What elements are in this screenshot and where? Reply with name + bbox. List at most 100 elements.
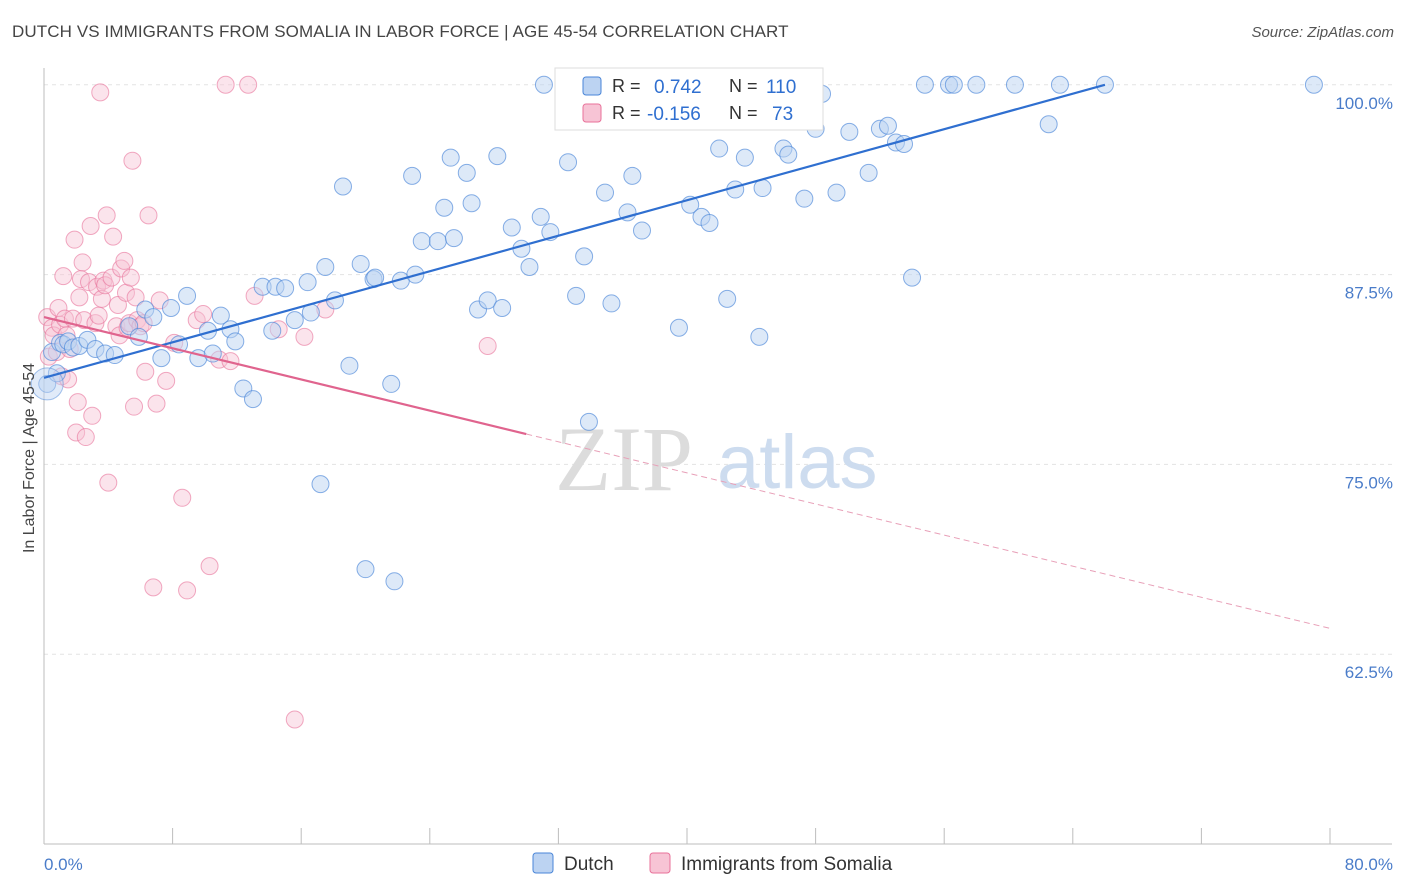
legend-n-value-dutch: 110 bbox=[766, 77, 796, 98]
dutch-point bbox=[412, 232, 431, 251]
somalia-point bbox=[81, 216, 100, 235]
somalia-point bbox=[239, 75, 258, 94]
dutch-point bbox=[575, 247, 594, 266]
dutch-point bbox=[263, 321, 282, 340]
dutch-point bbox=[152, 349, 171, 368]
dutch-point bbox=[878, 116, 897, 135]
dutch-point bbox=[441, 148, 460, 167]
y-axis-label: In Labor Force | Age 45-54 bbox=[21, 363, 38, 553]
somalia-point bbox=[478, 336, 497, 355]
dutch-point bbox=[1050, 75, 1069, 94]
dutch-point bbox=[493, 298, 512, 317]
legend-r-value-dutch: 0.742 bbox=[654, 77, 702, 98]
dutch-point bbox=[462, 194, 481, 213]
y-tick-label-3: 62.5% bbox=[1345, 663, 1393, 682]
dutch-point bbox=[311, 475, 330, 494]
somalia-point bbox=[200, 557, 219, 576]
axes bbox=[43, 68, 1392, 845]
dutch-point bbox=[285, 311, 304, 330]
dutch-point bbox=[356, 560, 375, 579]
somalia-point bbox=[121, 268, 140, 287]
dutch-point bbox=[700, 213, 719, 232]
dutch-point bbox=[435, 198, 454, 217]
dutch-point bbox=[226, 332, 245, 351]
series-dutch-points bbox=[30, 75, 1323, 591]
somalia-point bbox=[123, 151, 142, 170]
y-tick-label-1: 87.5% bbox=[1345, 284, 1393, 303]
stats-legend: R = 0.742 N = 110 R = -0.156 N = 73 bbox=[554, 67, 824, 131]
somalia-point bbox=[104, 227, 123, 246]
dutch-point bbox=[579, 412, 598, 431]
legend-r-label-dutch: R = bbox=[612, 76, 641, 96]
somalia-point bbox=[97, 206, 116, 225]
watermark-atlas: atlas bbox=[717, 420, 878, 505]
dutch-point bbox=[144, 308, 163, 327]
dutch-point bbox=[596, 183, 615, 202]
somalia-point bbox=[96, 276, 115, 295]
legend-swatch-dutch bbox=[582, 76, 602, 96]
dutch-point bbox=[967, 75, 986, 94]
somalia-point bbox=[65, 230, 84, 249]
x-tick-label-1: 80.0% bbox=[1345, 855, 1393, 874]
somalia-point bbox=[91, 83, 110, 102]
bottom-legend-label-somalia: Immigrants from Somalia bbox=[681, 854, 893, 875]
dutch-point bbox=[161, 298, 180, 317]
dutch-point bbox=[531, 207, 550, 226]
legend-r-value-somalia: -0.156 bbox=[647, 104, 701, 125]
bottom-legend-swatch-somalia bbox=[649, 852, 671, 874]
watermark-zip: ZIP bbox=[555, 408, 693, 510]
somalia-trend-extension bbox=[526, 433, 1331, 629]
somalia-point bbox=[173, 488, 192, 507]
somalia-trend-line bbox=[43, 316, 527, 436]
dutch-point bbox=[403, 166, 422, 185]
dutch-point bbox=[211, 306, 230, 325]
dutch-point bbox=[795, 189, 814, 208]
x-tick-label-0: 0.0% bbox=[44, 855, 83, 874]
somalia-point bbox=[194, 305, 213, 324]
somalia-point bbox=[54, 267, 73, 286]
dutch-point bbox=[827, 183, 846, 202]
gridlines bbox=[44, 84, 1392, 655]
dutch-point bbox=[710, 139, 729, 158]
somalia-point bbox=[92, 289, 111, 308]
dutch-point bbox=[428, 232, 447, 251]
dutch-point bbox=[325, 291, 344, 310]
dutch-point bbox=[623, 166, 642, 185]
trend-lines bbox=[43, 83, 1331, 629]
somalia-point bbox=[99, 473, 118, 492]
y-tick-label-0: 100.0% bbox=[1335, 94, 1393, 113]
dutch-point bbox=[559, 153, 578, 172]
dutch-point bbox=[1005, 75, 1024, 94]
watermark: ZIP atlas bbox=[555, 408, 878, 510]
bottom-legend-swatch-dutch bbox=[532, 852, 554, 874]
dutch-point bbox=[298, 273, 317, 292]
somalia-point bbox=[178, 581, 197, 600]
somalia-point bbox=[89, 306, 108, 325]
dutch-point bbox=[385, 572, 404, 591]
somalia-point bbox=[125, 397, 144, 416]
dutch-point bbox=[488, 147, 507, 166]
y-tick-label-2: 75.0% bbox=[1345, 473, 1393, 492]
dutch-point bbox=[129, 327, 148, 346]
dutch-point bbox=[859, 163, 878, 182]
dutch-point bbox=[178, 286, 197, 305]
legend-r-label-somalia: R = bbox=[612, 103, 641, 123]
dutch-point bbox=[944, 75, 963, 94]
dutch-point bbox=[276, 279, 295, 298]
series-somalia-points bbox=[38, 75, 497, 729]
legend-n-value-somalia: 73 bbox=[772, 104, 793, 125]
dutch-point bbox=[602, 294, 621, 313]
bottom-legend-label-dutch: Dutch bbox=[564, 854, 614, 875]
dutch-point bbox=[915, 75, 934, 94]
dutch-point bbox=[1039, 115, 1058, 134]
dutch-point bbox=[457, 163, 476, 182]
dutch-point bbox=[669, 318, 688, 337]
dutch-point bbox=[735, 148, 754, 167]
legend-n-label-dutch: N = bbox=[729, 76, 758, 96]
dutch-point bbox=[333, 177, 352, 196]
chart-title: DUTCH VS IMMIGRANTS FROM SOMALIA IN LABO… bbox=[12, 22, 789, 41]
dutch-point bbox=[366, 268, 385, 287]
somalia-point bbox=[115, 251, 134, 270]
dutch-trend-line bbox=[43, 83, 1106, 379]
somalia-point bbox=[83, 406, 102, 425]
